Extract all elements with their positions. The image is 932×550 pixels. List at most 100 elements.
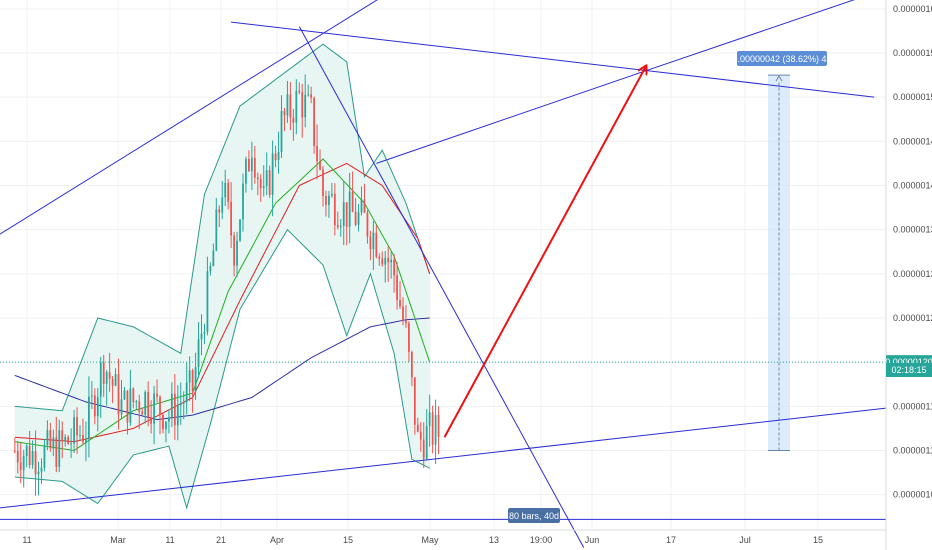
- candle-body: [375, 232, 378, 257]
- candle-body: [40, 467, 43, 472]
- candle-body: [156, 393, 158, 397]
- candle-body: [224, 182, 227, 198]
- candle-body: [173, 393, 176, 426]
- candle-body: [61, 430, 64, 442]
- candle-body: [111, 378, 114, 386]
- candle-body: [150, 416, 153, 424]
- candle-body: [283, 110, 286, 116]
- x-tick-label: Apr: [270, 535, 284, 545]
- moving-averages: [14, 158, 431, 452]
- candle-body: [422, 439, 425, 459]
- measure-tool[interactable]: [768, 74, 790, 451]
- candle-body: [93, 395, 96, 417]
- y-tick-label: 0.00000140: [893, 181, 932, 191]
- candle-body: [313, 97, 315, 147]
- current-price-label: 0.00000120: [885, 357, 932, 367]
- candle-body: [215, 209, 218, 251]
- candle-body: [363, 199, 366, 213]
- candle-body: [286, 94, 289, 116]
- candle-body: [357, 212, 360, 225]
- candle-body: [351, 191, 354, 212]
- candle-body: [236, 240, 238, 266]
- candle-body: [348, 191, 351, 227]
- candle-body: [399, 300, 401, 307]
- measure-label: 0.00000042 (38.62%) 42: [732, 54, 831, 64]
- candle-body: [179, 403, 182, 406]
- candle-body: [132, 388, 135, 403]
- candle-body: [230, 201, 233, 236]
- candle-body: [428, 412, 431, 427]
- candle-body: [239, 219, 241, 241]
- candle-body: [410, 352, 413, 378]
- trendline-5: [376, 70, 647, 164]
- candle-body: [271, 153, 274, 195]
- candle-body: [144, 392, 147, 415]
- candle-body: [168, 417, 170, 422]
- x-tick-label: 15: [343, 535, 353, 545]
- ma-long-line: [14, 317, 430, 421]
- candle-body: [431, 412, 434, 445]
- x-tick-label: 11: [22, 535, 31, 545]
- candle-body: [203, 331, 206, 334]
- drawings[interactable]: [0, 0, 887, 548]
- candle-body: [295, 90, 298, 123]
- bars-range-tag: [508, 508, 560, 523]
- candle-body: [73, 417, 75, 444]
- candle-body: [310, 94, 313, 98]
- candle-body: [387, 257, 390, 263]
- candle-body: [245, 158, 247, 184]
- candle-body: [129, 388, 132, 423]
- candle-body: [402, 306, 404, 321]
- candle-body: [274, 153, 277, 161]
- candle-body: [67, 437, 70, 444]
- candle-body: [138, 401, 141, 412]
- candle-body: [55, 437, 58, 467]
- candle-body: [416, 424, 419, 432]
- candle-body: [345, 202, 348, 227]
- candle-body: [120, 399, 123, 415]
- x-axis[interactable]: 11 Mar 11 21 Apr 15 May 13 19:00 Jun 17 Jul 15: [0, 529, 886, 545]
- candle-body: [117, 374, 120, 415]
- y-tick-label: 0.00000135: [893, 225, 932, 235]
- trendline-1: [0, 0, 378, 235]
- candle-body: [413, 377, 416, 425]
- candle-body: [82, 435, 84, 443]
- candle-body: [330, 193, 333, 196]
- candle-body: [333, 193, 336, 226]
- candle-body: [147, 392, 150, 417]
- measure-tag: [737, 51, 827, 66]
- candle-body: [233, 235, 235, 266]
- candle-body: [277, 151, 280, 161]
- y-tick-label: 0.00000115: [893, 401, 932, 411]
- candle-body: [265, 170, 268, 187]
- candle-body: [425, 426, 428, 459]
- candle-body: [256, 177, 259, 180]
- candle-body: [58, 430, 61, 467]
- candle-body: [268, 170, 271, 195]
- bollinger-upper-line: [14, 43, 431, 412]
- candle-body: [114, 374, 117, 386]
- candle-body: [64, 437, 67, 442]
- candle-body: [259, 179, 262, 189]
- candle-body: [342, 202, 345, 226]
- candle-body: [85, 438, 87, 443]
- candle-body: [437, 414, 440, 437]
- candle-body: [49, 430, 52, 449]
- candle-body: [262, 186, 265, 189]
- candle-body: [206, 271, 209, 332]
- candle-body: [185, 382, 188, 403]
- candle-body: [194, 367, 197, 392]
- trendline-2: [231, 21, 875, 98]
- candle-body: [16, 450, 19, 463]
- y-tick-label: 0.00000150: [893, 92, 932, 102]
- candle-body: [162, 414, 164, 430]
- candle-body: [96, 396, 99, 417]
- candle-body: [289, 94, 292, 118]
- y-tick-label: 0.00000110: [893, 446, 932, 456]
- candle-body: [188, 370, 191, 383]
- x-tick-label: Jun: [585, 535, 600, 545]
- candle-body: [153, 393, 155, 424]
- candle-body: [322, 169, 324, 196]
